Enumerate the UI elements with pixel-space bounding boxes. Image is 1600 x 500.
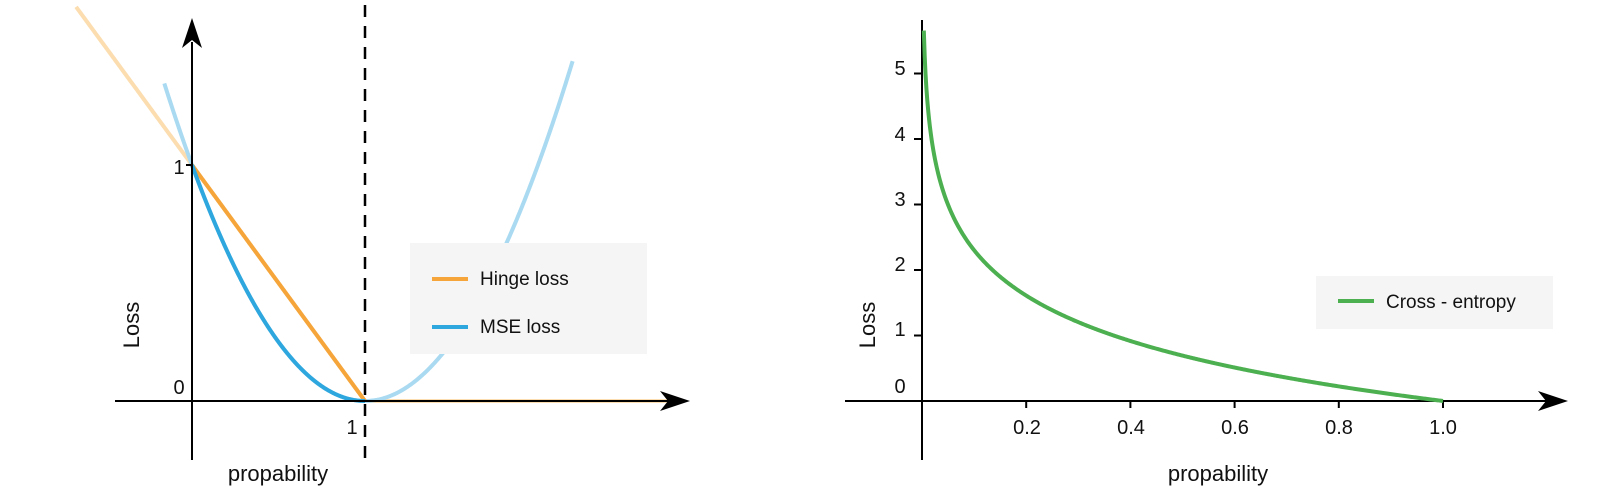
left-legend-box [410,243,647,354]
left-x-tick-label: 1 [346,417,357,439]
left-chart-hinge-mse: 1 0 1 propability Loss Hinge loss MSE lo… [74,5,690,486]
right-x-axis-title: propability [1168,461,1268,486]
legend-label-hinge: Hinge loss [480,269,569,290]
legend-label-mse: MSE loss [480,317,560,338]
left-x-axis-title: propability [228,461,328,486]
left-legend: Hinge loss MSE loss [410,243,647,354]
left-tick-marks [186,164,192,402]
right-x-tick-label-0.4: 0.4 [1117,417,1145,439]
right-curves [921,30,1444,403]
right-tick-marks [914,72,1444,408]
left-y-axis-arrow [182,18,202,48]
right-y-tick-label-3: 3 [894,189,905,211]
series-line-cross_entropy [921,30,1444,403]
right-x-axis-arrow [1538,391,1568,411]
right-y-axis-title: Loss [855,302,880,348]
right-x-tick-label-0.6: 0.6 [1221,417,1249,439]
right-y-tick-label-5: 5 [894,58,905,80]
series-line-hinge [190,163,367,403]
right-x-tick-label-0.8: 0.8 [1325,417,1353,439]
right-y-tick-label-4: 4 [894,124,905,146]
left-y-tick-label-0: 0 [173,377,184,399]
left-x-axis-arrow [660,391,690,411]
right-x-tick-label-1.0: 1.0 [1429,417,1457,439]
series-line-mse [190,164,365,403]
legend-label-cross-entropy: Cross - entropy [1386,292,1516,313]
right-legend: Cross - entropy [1316,276,1553,329]
left-y-tick-label-1: 1 [173,157,184,179]
right-y-tick-label-0: 0 [894,376,905,398]
right-y-tick-label-1: 1 [894,319,905,341]
right-x-tick-label-0.2: 0.2 [1013,417,1041,439]
left-y-axis-title: Loss [119,302,144,348]
right-chart-cross-entropy: 0.2 0.4 0.6 0.8 1.0 0 1 2 3 4 5 propabil… [845,20,1568,486]
right-y-tick-label-2: 2 [894,254,905,276]
